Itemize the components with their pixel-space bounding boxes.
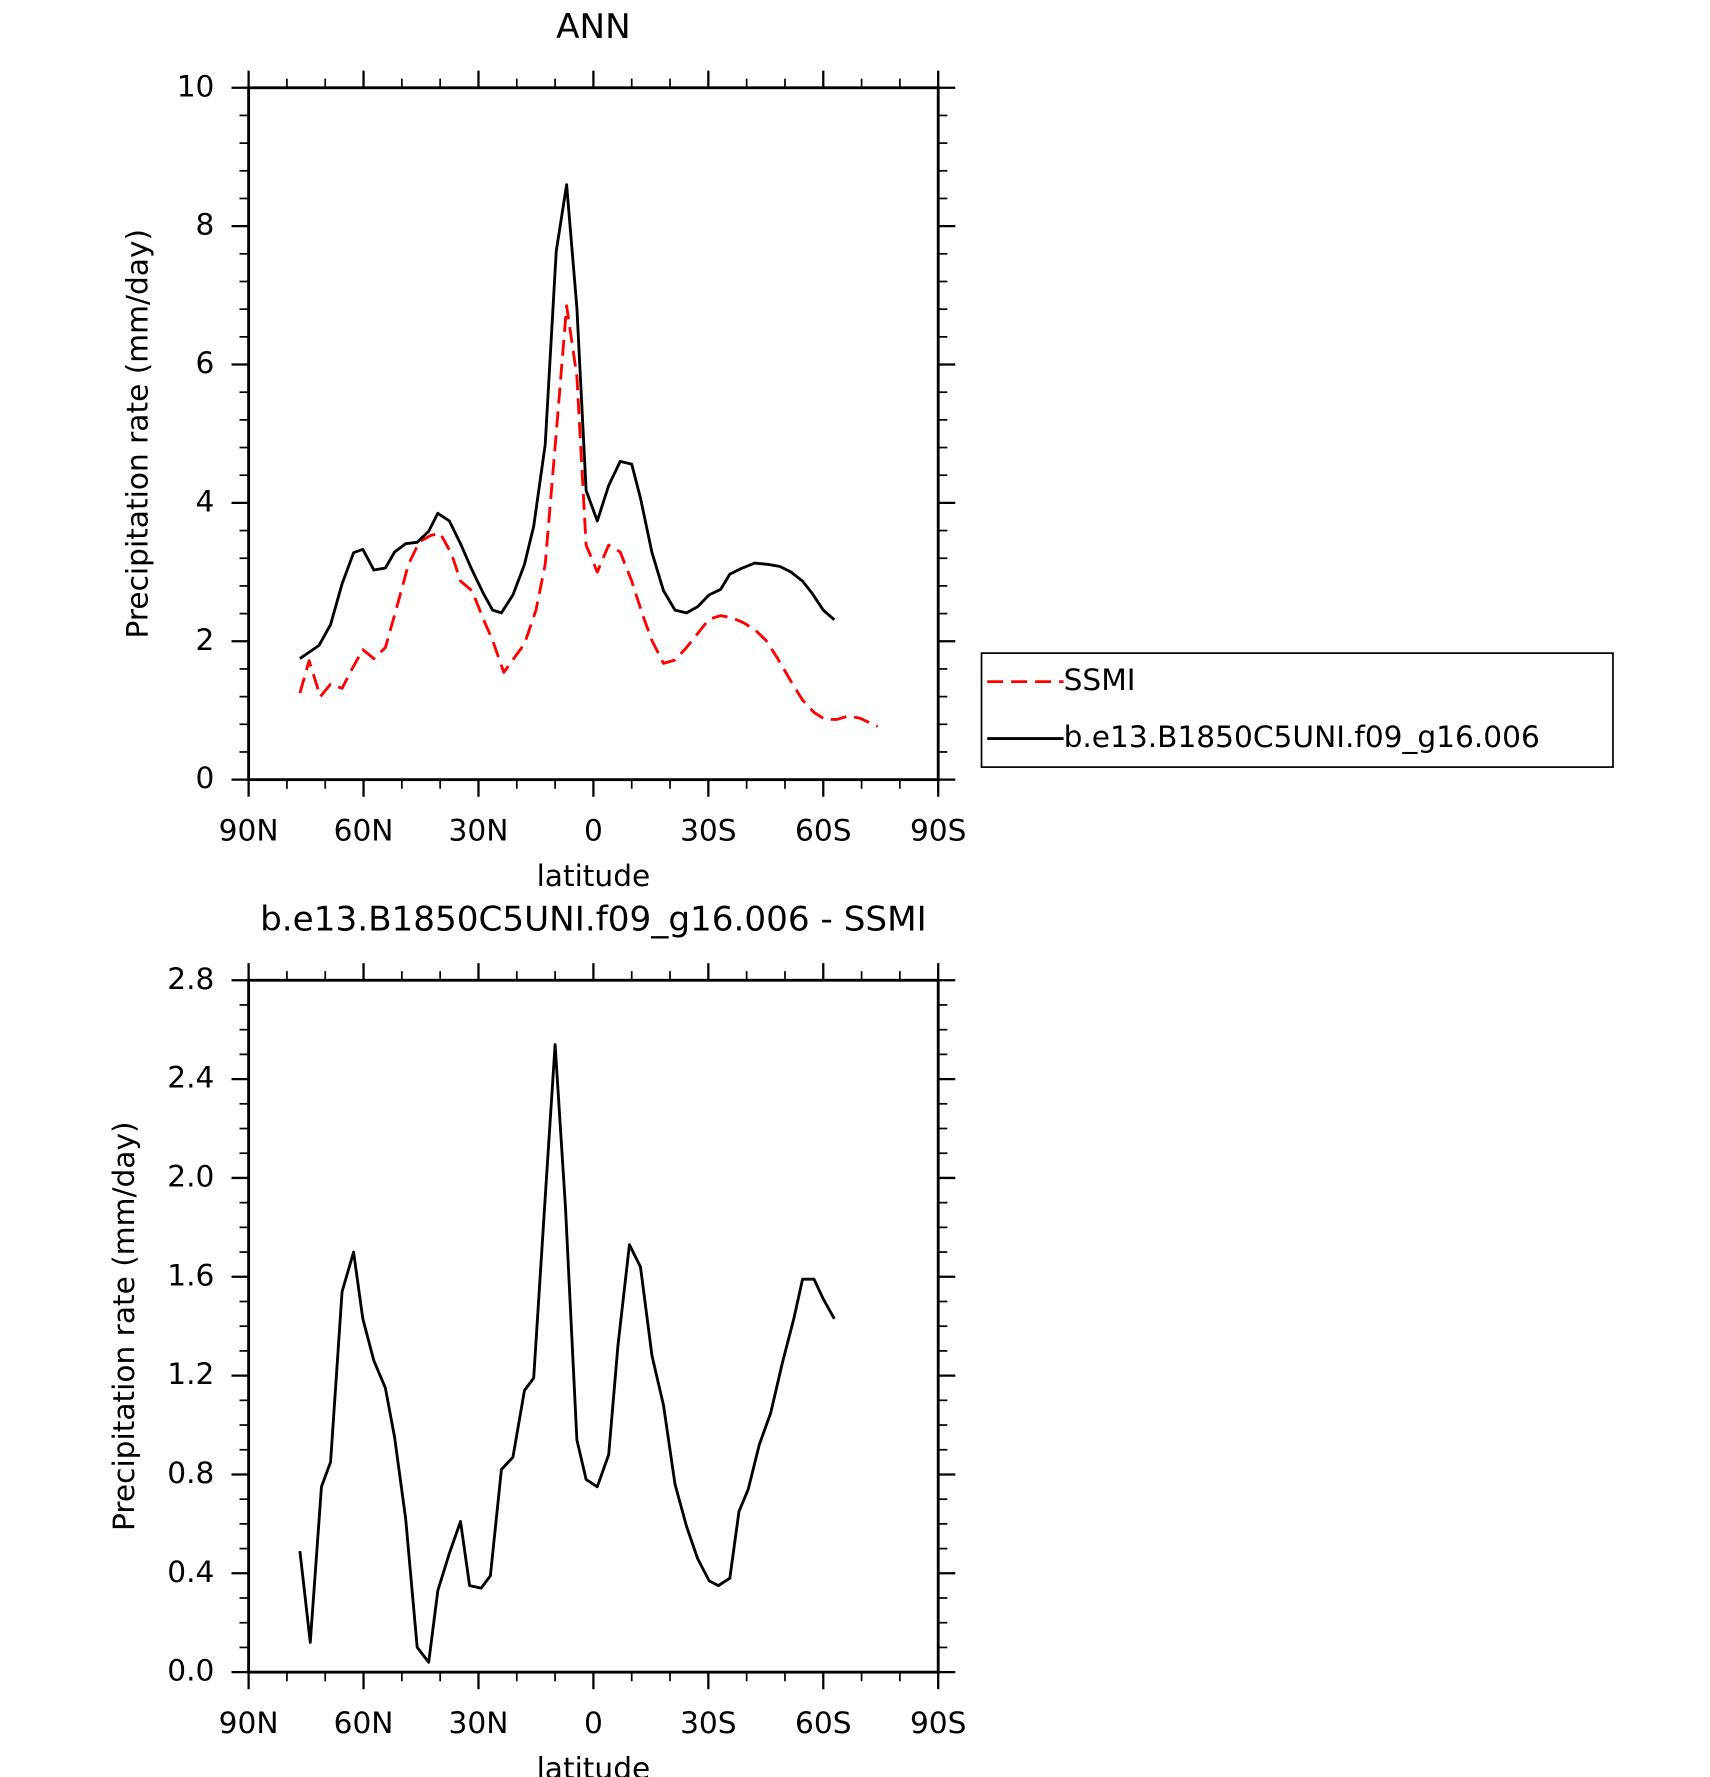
- y-tick-label: 1.6: [167, 1257, 214, 1292]
- x-tick-label: 60N: [334, 813, 394, 848]
- y-tick-label: 4: [196, 483, 215, 518]
- y-tick-label: 10: [177, 68, 215, 103]
- y-tick-label: 0.8: [167, 1455, 214, 1490]
- legend-box: [980, 652, 1614, 768]
- x-tick-label: 90N: [219, 1705, 279, 1740]
- x-tick-label: 0: [584, 1705, 603, 1740]
- y-tick-label: 6: [196, 345, 215, 380]
- x-tick-label: 60S: [795, 1705, 852, 1740]
- x-tick-label: 60S: [795, 813, 852, 848]
- data-line: [298, 1043, 836, 1664]
- y-tick-label: 2.4: [167, 1060, 214, 1095]
- y-axis-label: Precipitation rate (mm/day): [106, 1121, 141, 1531]
- x-tick-label: 90S: [910, 813, 967, 848]
- y-tick-label: 0: [196, 760, 215, 795]
- chart-title: ANN: [556, 7, 631, 47]
- legend-label: b.e13.B1850C5UNI.f09_g16.006: [1064, 719, 1540, 754]
- plot-frame: [247, 86, 940, 782]
- y-tick-label: 1.2: [167, 1356, 214, 1391]
- x-tick-label: 30S: [680, 1705, 737, 1740]
- x-tick-label: 30S: [680, 813, 737, 848]
- x-tick-label: 90N: [219, 813, 279, 848]
- plot-frame: [247, 978, 940, 1674]
- x-tick-label: 30N: [449, 1705, 509, 1740]
- x-tick-label: 90S: [910, 1705, 967, 1740]
- x-tick-label: 30N: [449, 813, 509, 848]
- data-line: [298, 304, 879, 728]
- y-tick-label: 8: [196, 207, 215, 242]
- x-axis-label: latitude: [537, 858, 651, 893]
- x-tick-label: 0: [584, 813, 603, 848]
- y-tick-label: 0.0: [167, 1653, 214, 1688]
- legend-label: SSMI: [1064, 662, 1136, 697]
- x-axis-label: latitude: [537, 1751, 651, 1777]
- y-axis-label: Precipitation rate (mm/day): [120, 229, 155, 639]
- y-tick-label: 2.0: [167, 1158, 214, 1193]
- x-tick-label: 60N: [334, 1705, 394, 1740]
- y-tick-label: 2: [196, 622, 215, 657]
- y-tick-label: 0.4: [167, 1554, 214, 1589]
- y-tick-label: 2.8: [167, 961, 214, 996]
- chart-title: b.e13.B1850C5UNI.f09_g16.006 - SSMI: [260, 899, 927, 939]
- data-line: [299, 183, 836, 660]
